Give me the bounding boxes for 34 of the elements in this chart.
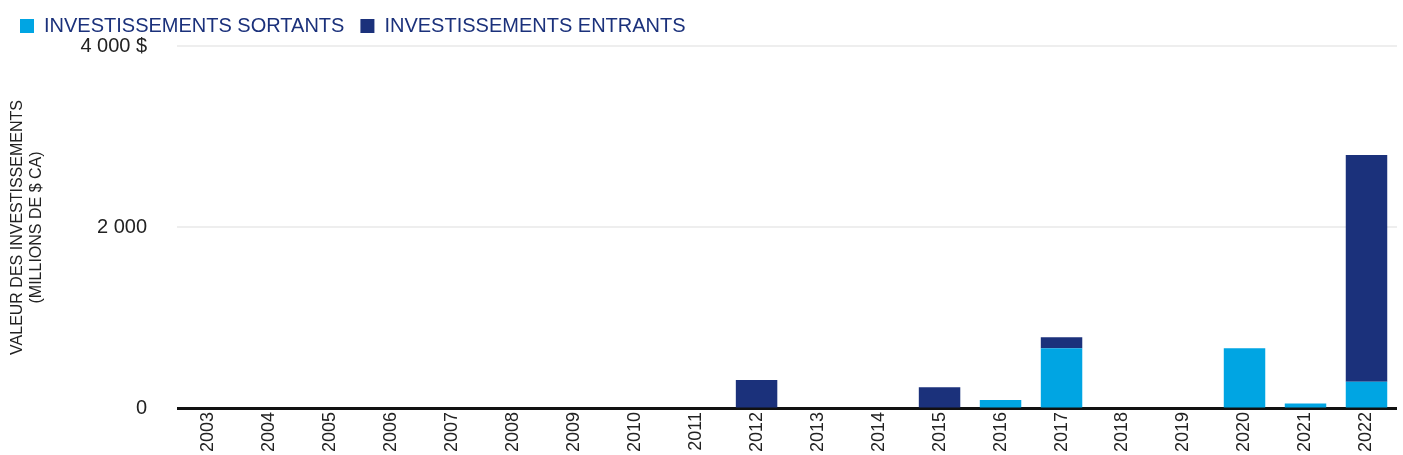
x-tick-label: 2004 — [257, 411, 278, 452]
x-tick-label: 2020 — [1233, 411, 1254, 452]
bar — [1040, 337, 1083, 349]
legend-label: INVESTISSEMENTS SORTANTS — [44, 13, 345, 36]
x-tick-label: 2019 — [1172, 411, 1193, 452]
bar — [1223, 348, 1266, 408]
x-tick-label: 2011 — [684, 411, 705, 451]
x-tick-label: 2009 — [562, 411, 583, 452]
y-tick-label: 0 — [136, 396, 148, 419]
bar — [735, 379, 778, 408]
x-tick-label: 2003 — [196, 411, 217, 452]
x-tick-label: 2015 — [928, 411, 949, 452]
x-tick-label: 2014 — [867, 411, 888, 452]
x-tick-label: 2017 — [1050, 411, 1071, 452]
bar — [918, 387, 961, 408]
x-tick-label: 2018 — [1111, 411, 1132, 452]
bar — [1345, 154, 1388, 382]
bar — [1040, 348, 1083, 408]
x-tick-label: 2007 — [440, 411, 461, 452]
bar — [1345, 381, 1388, 408]
bar — [979, 399, 1022, 408]
y-tick-label: 4 000 $ — [80, 33, 148, 56]
y-axis-title: VALEUR DES INVESTISSEMENTS (MILLIONS DE $ CA) — [8, 100, 45, 355]
x-tick-label: 2013 — [806, 411, 827, 452]
x-tick-label: 2022 — [1355, 411, 1376, 452]
x-tick-label: 2005 — [318, 411, 339, 452]
x-tick-label: 2008 — [501, 411, 522, 452]
x-tick-label: 2010 — [623, 411, 644, 452]
x-tick-label: 2006 — [379, 411, 400, 452]
x-tick-label: 2016 — [989, 411, 1010, 452]
legend-label: INVESTISSEMENTS ENTRANTS — [384, 13, 686, 36]
y-tick-label: 2 000 — [97, 214, 148, 237]
x-tick-label: 2021 — [1294, 411, 1315, 452]
x-tick-label: 2012 — [745, 411, 766, 452]
